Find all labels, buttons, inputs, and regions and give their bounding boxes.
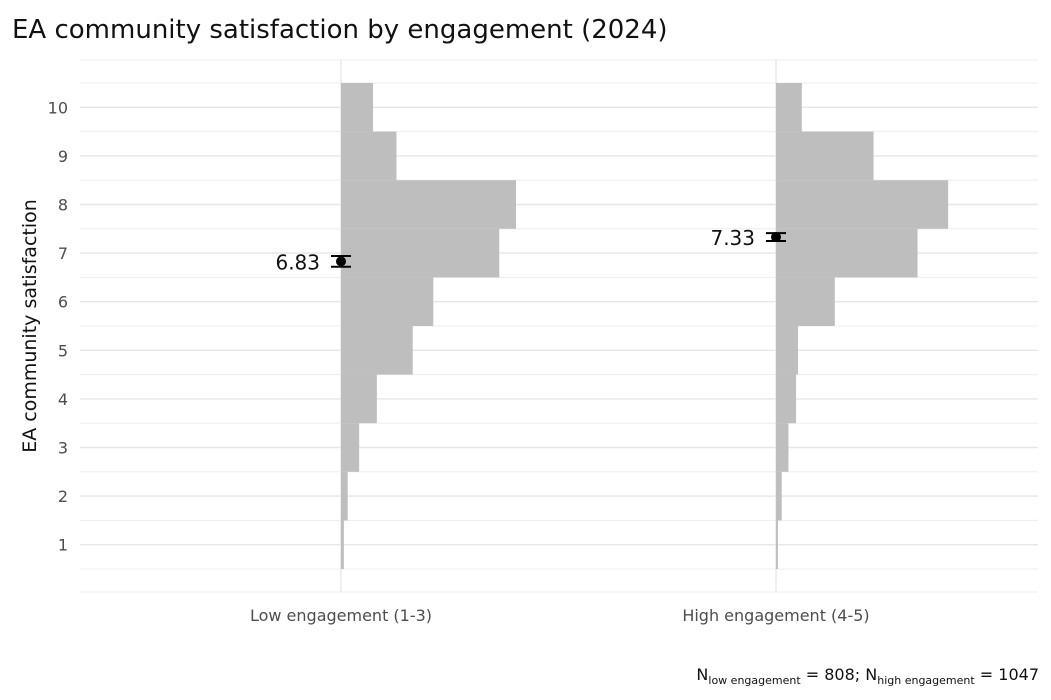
y-tick-labels: 1 2 3 4 5 6 7 8 9 10 [48, 98, 68, 554]
histogram-bar [776, 326, 798, 375]
histogram-bar [776, 131, 874, 181]
histogram-bar [776, 471, 782, 521]
histogram-bar [341, 520, 344, 569]
histogram-bar [341, 131, 397, 181]
histogram-bar [341, 374, 377, 424]
sample-size-caption: Nlow engagement = 808; Nhigh engagement … [696, 665, 1039, 687]
histogram-bar [341, 83, 374, 132]
y-tick-label: 10 [48, 98, 68, 117]
y-tick-label: 9 [58, 147, 68, 166]
histogram-bar [776, 423, 789, 472]
mean-point [771, 232, 781, 243]
gridlines [80, 59, 1038, 593]
y-axis-label: EA community satisfaction [19, 199, 41, 453]
histogram-bar [776, 520, 778, 569]
y-tick-label: 6 [58, 293, 68, 312]
chart-title: EA community satisfaction by engagement … [12, 15, 668, 45]
histogram-bar [776, 277, 835, 326]
x-tick-labels: Low engagement (1-3) High engagement (4-5… [250, 606, 870, 625]
histogram-bar [341, 180, 516, 229]
y-tick-label: 2 [58, 487, 68, 506]
histogram-bar [776, 228, 918, 278]
histogram-bars [341, 83, 949, 569]
mean-point [336, 256, 346, 267]
y-tick-label: 5 [58, 341, 68, 360]
y-tick-label: 1 [58, 536, 68, 555]
histogram-bar [776, 374, 797, 424]
mean-label: 6.83 [275, 250, 320, 274]
y-tick-label: 4 [58, 390, 68, 409]
x-tick-label: Low engagement (1-3) [250, 606, 432, 625]
histogram-bar [341, 228, 500, 278]
x-tick-label: High engagement (4-5) [682, 606, 869, 625]
histogram-bar [776, 83, 802, 132]
histogram-bar [341, 326, 413, 375]
histogram-bar [776, 180, 949, 229]
histogram-bar [341, 423, 360, 472]
y-tick-label: 8 [58, 196, 68, 215]
mean-markers: 6.83 7.33 [275, 226, 786, 274]
mean-label: 7.33 [710, 226, 755, 250]
y-tick-label: 7 [58, 244, 68, 263]
histogram-bar [341, 471, 348, 521]
y-tick-label: 3 [58, 439, 68, 458]
histogram-bar [341, 277, 434, 326]
